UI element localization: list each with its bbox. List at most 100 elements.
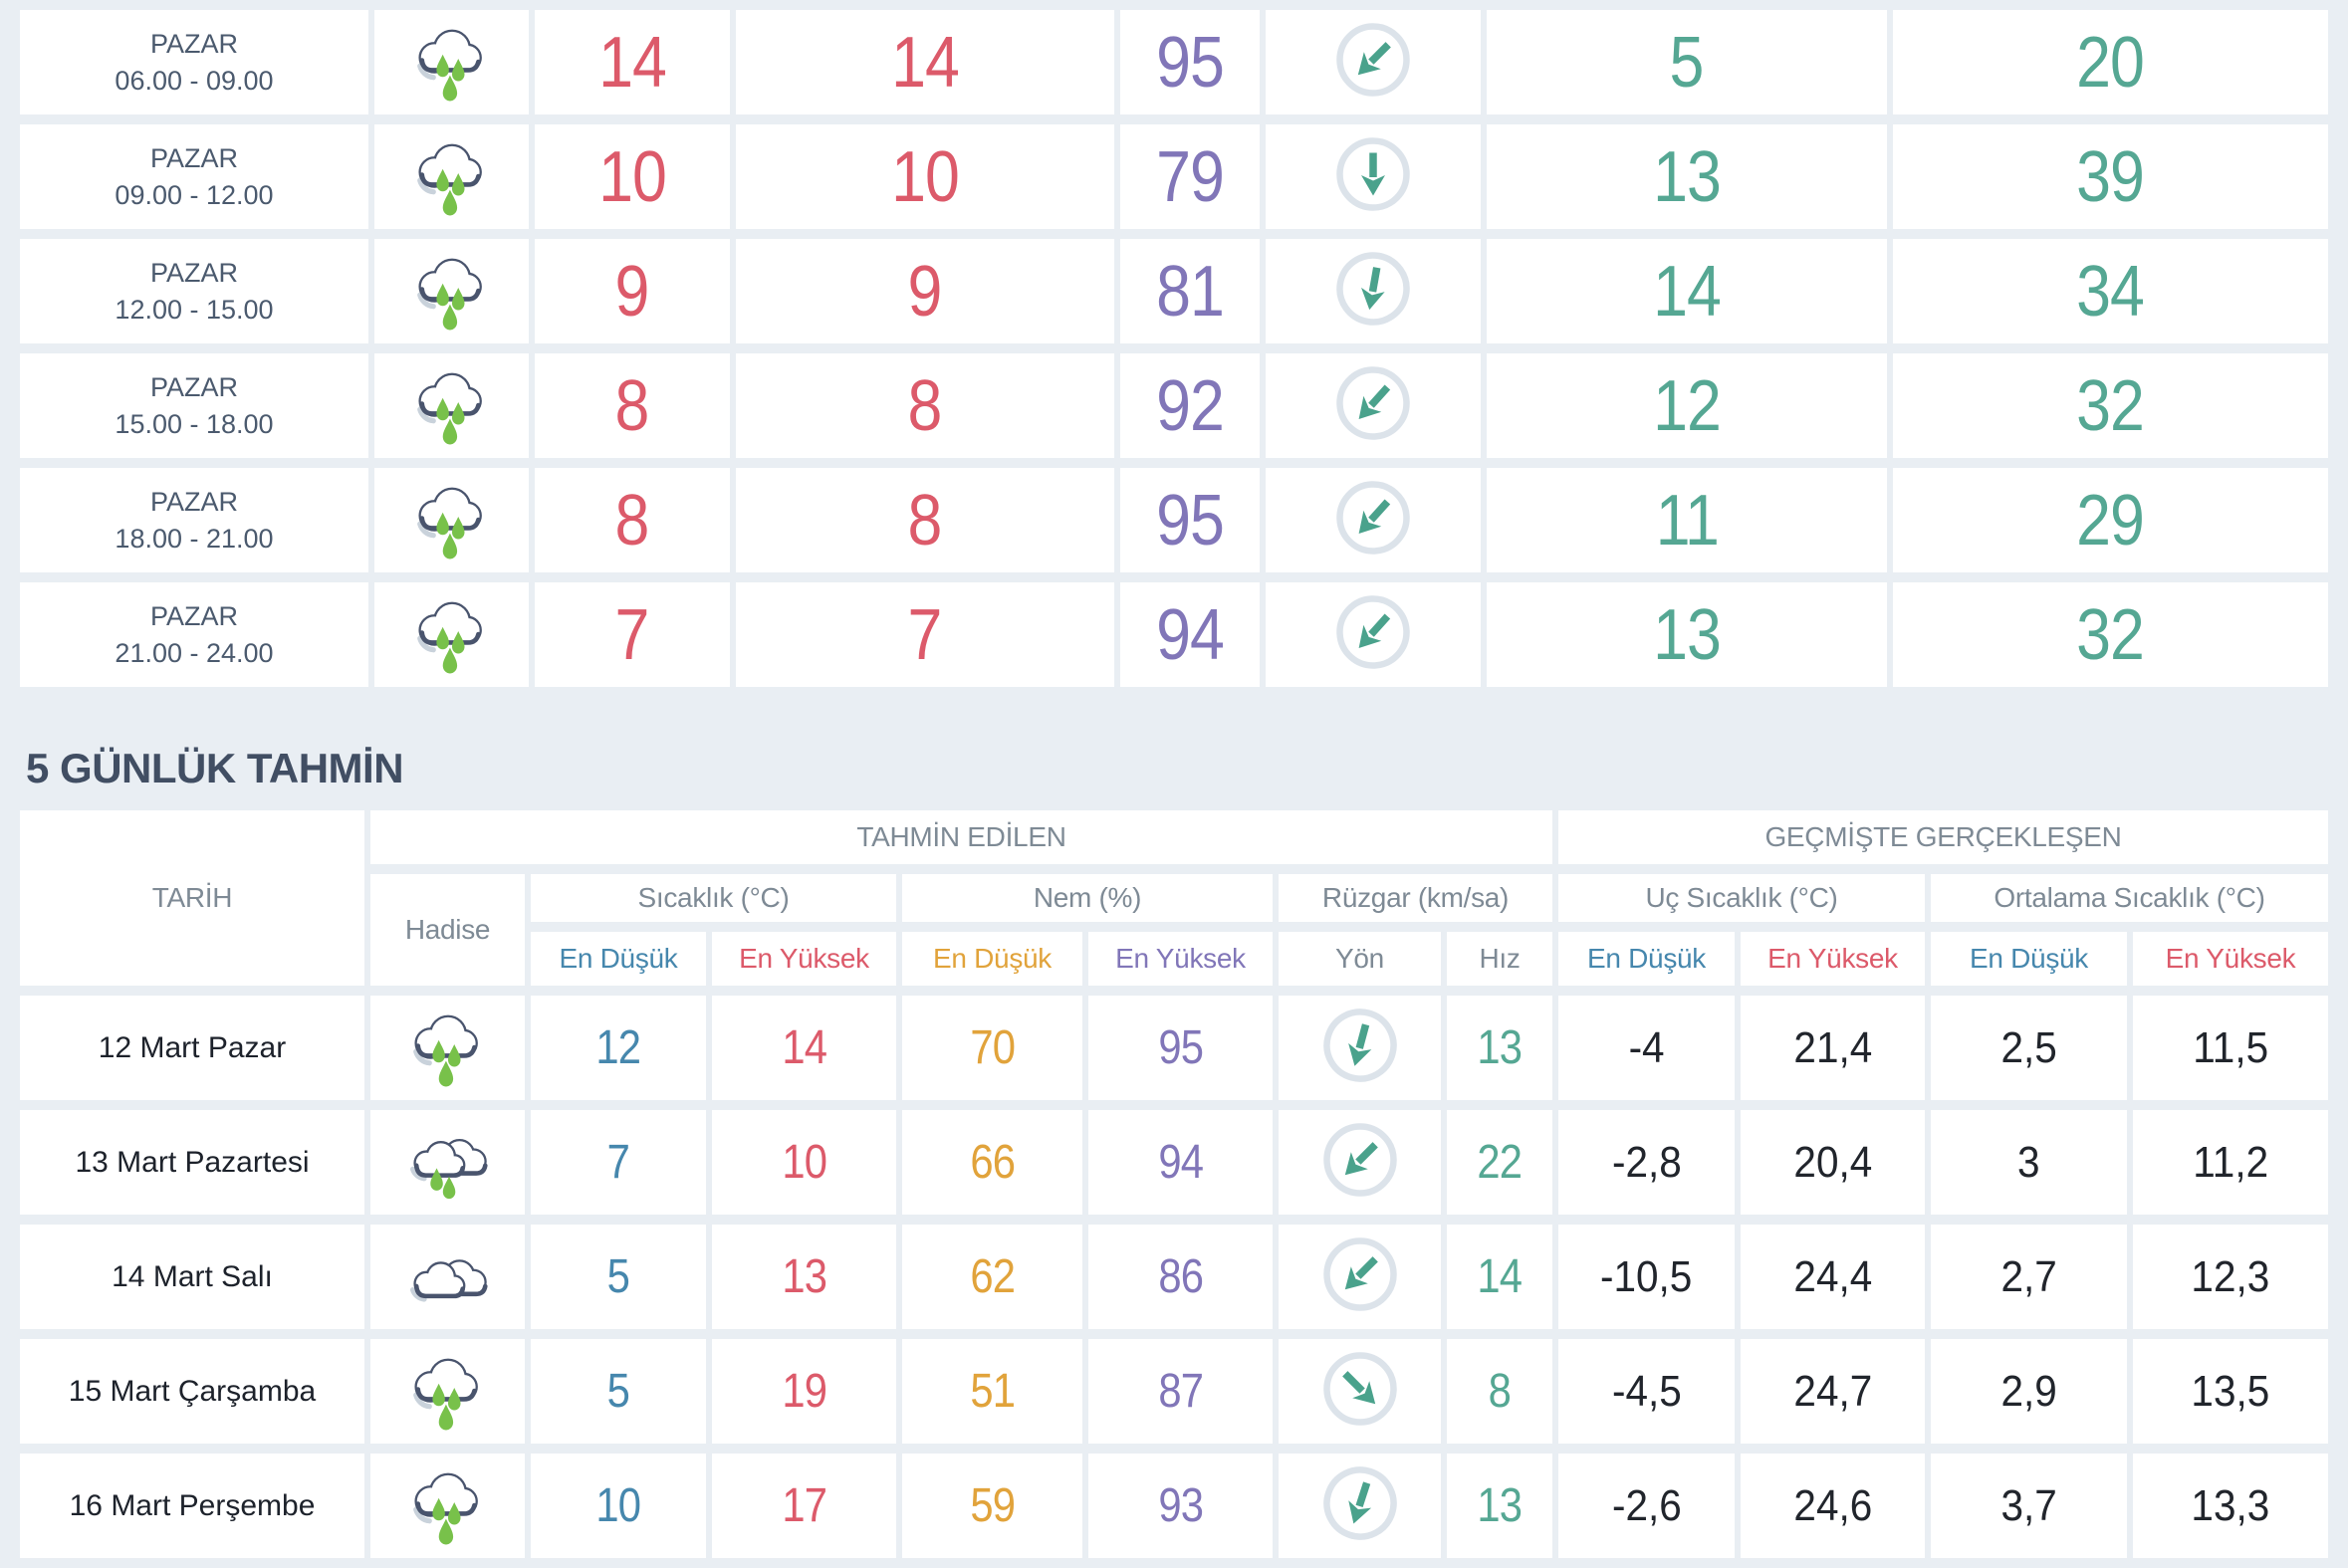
temperature-cell: 10 xyxy=(535,124,730,229)
wind-speed-cell: 13 xyxy=(1487,124,1887,229)
hourly-row: PAZAR 18.00 - 21.00 8 8 95 11 29 xyxy=(20,468,2328,572)
temp-min-value: 10 xyxy=(595,1479,642,1532)
day-label: PAZAR xyxy=(149,600,238,631)
wind-speed-cell: 5 xyxy=(1487,10,1887,114)
extreme-max-cell: 20,4 xyxy=(1741,1110,1925,1215)
temp-min-value: 5 xyxy=(606,1365,630,1418)
wind-gust-cell: 34 xyxy=(1893,239,2328,343)
weather-cell xyxy=(370,996,525,1100)
average-max-value: 13,5 xyxy=(2191,1366,2270,1416)
subheader-hiz: Hız xyxy=(1447,932,1552,986)
humidity-max-cell: 86 xyxy=(1088,1225,1273,1329)
temperature-value: 8 xyxy=(615,480,650,560)
wind-speed-value: 5 xyxy=(1670,22,1705,103)
extreme-max-cell: 24,7 xyxy=(1741,1339,1925,1444)
extreme-min-cell: -2,8 xyxy=(1558,1110,1735,1215)
wind-speed-value: 22 xyxy=(1477,1136,1524,1189)
temperature-value: 10 xyxy=(598,136,667,217)
day-label: PAZAR xyxy=(149,486,238,517)
wind-direction-icon xyxy=(1303,1225,1416,1329)
rainy-icon xyxy=(402,10,502,110)
wind-direction-icon xyxy=(1303,1110,1416,1215)
humidity-max-cell: 95 xyxy=(1088,996,1273,1100)
humidity-value: 95 xyxy=(1156,480,1225,560)
temp-max-value: 14 xyxy=(782,1021,827,1074)
subheader-nem-en-dusuk: En Düşük xyxy=(902,932,1082,986)
average-min-value: 2,7 xyxy=(2000,1251,2057,1301)
wind-gust-value: 34 xyxy=(2076,251,2146,332)
wind-speed-cell: 13 xyxy=(1487,582,1887,687)
extreme-max-cell: 24,4 xyxy=(1741,1225,1925,1329)
humidity-cell: 79 xyxy=(1120,124,1260,229)
temp-max-value: 10 xyxy=(782,1136,827,1189)
wind-gust-cell: 32 xyxy=(1893,582,2328,687)
column-header-tarih: TARİH xyxy=(20,810,364,986)
column-header-gecmiste-gerceklesen: GEÇMİŞTE GERÇEKLEŞEN xyxy=(1558,810,2328,864)
wind-speed-cell: 22 xyxy=(1447,1110,1552,1215)
humidity-min-cell: 59 xyxy=(902,1454,1082,1558)
wind-direction-icon xyxy=(1316,10,1429,114)
column-header-ruzgar: Rüzgar (km/sa) xyxy=(1279,874,1552,922)
feels-like-cell: 7 xyxy=(736,582,1114,687)
wind-speed-value: 12 xyxy=(1653,365,1722,446)
day-time-cell: PAZAR 18.00 - 21.00 xyxy=(20,468,368,572)
average-min-cell: 3,7 xyxy=(1931,1454,2127,1558)
extreme-min-value: -2,6 xyxy=(1611,1480,1682,1530)
extreme-min-value: -10,5 xyxy=(1600,1251,1693,1301)
subheader-nem-en-yuksek: En Yüksek xyxy=(1088,932,1273,986)
temp-min-cell: 7 xyxy=(531,1110,706,1215)
day-label: PAZAR xyxy=(149,28,238,59)
day-label: PAZAR xyxy=(149,142,238,173)
column-header-sicaklik: Sıcaklık (°C) xyxy=(531,874,896,922)
average-max-cell: 11,2 xyxy=(2133,1110,2328,1215)
average-min-cell: 2,7 xyxy=(1931,1225,2127,1329)
feels-like-cell: 14 xyxy=(736,10,1114,114)
temp-min-value: 5 xyxy=(606,1250,630,1303)
wind-direction-icon xyxy=(1311,997,1409,1094)
temperature-cell: 9 xyxy=(535,239,730,343)
wind-direction-cell xyxy=(1279,1225,1441,1329)
date-label: 16 Mart Perşembe xyxy=(20,1454,364,1558)
extreme-max-value: 24,7 xyxy=(1793,1366,1872,1416)
wind-speed-cell: 8 xyxy=(1447,1339,1552,1444)
wind-direction-icon xyxy=(1333,134,1413,214)
subheader-uc-en-dusuk: En Düşük xyxy=(1558,932,1735,986)
extreme-min-value: -2,8 xyxy=(1611,1137,1682,1187)
humidity-min-value: 70 xyxy=(970,1021,1016,1074)
weather-cell xyxy=(374,10,529,114)
humidity-cell: 92 xyxy=(1120,353,1260,458)
humidity-max-value: 87 xyxy=(1158,1365,1204,1418)
weather-cell xyxy=(370,1110,525,1215)
header-row-groups: TARİH TAHMİN EDİLEN GEÇMİŞTE GERÇEKLEŞEN xyxy=(20,810,2328,986)
humidity-max-value: 93 xyxy=(1158,1479,1204,1532)
rainy-icon xyxy=(398,996,498,1095)
wind-speed-value: 13 xyxy=(1477,1479,1524,1532)
weather-cell xyxy=(374,582,529,687)
temperature-cell: 14 xyxy=(535,10,730,114)
temp-max-cell: 14 xyxy=(712,996,896,1100)
wind-direction-cell xyxy=(1266,10,1481,114)
time-range-label: 12.00 - 15.00 xyxy=(115,294,274,325)
daily-row: 15 Mart Çarşamba 5 19 51 87 8 -4,5 24,7 … xyxy=(20,1339,2328,1444)
header-row-subcolumns: En Düşük En Yüksek En Düşük En Yüksek Yö… xyxy=(20,932,2328,986)
humidity-cell: 94 xyxy=(1120,582,1260,687)
wind-direction-cell xyxy=(1266,353,1481,458)
extreme-min-cell: -4 xyxy=(1558,996,1735,1100)
extreme-min-value: -4 xyxy=(1628,1022,1665,1072)
wind-direction-cell xyxy=(1279,1339,1441,1444)
rainy-double-icon xyxy=(398,1110,498,1210)
date-label: 12 Mart Pazar xyxy=(20,996,364,1100)
date-label: 14 Mart Salı xyxy=(20,1225,364,1329)
daily-row: 14 Mart Salı 5 13 62 86 14 -10,5 24,4 2,… xyxy=(20,1225,2328,1329)
hourly-row: PAZAR 06.00 - 09.00 14 14 95 5 20 xyxy=(20,10,2328,114)
humidity-min-cell: 51 xyxy=(902,1339,1082,1444)
average-max-value: 12,3 xyxy=(2191,1251,2270,1301)
day-label: PAZAR xyxy=(149,371,238,402)
humidity-value: 94 xyxy=(1156,594,1225,675)
average-max-value: 11,5 xyxy=(2193,1022,2268,1072)
section-title: 5 GÜNLÜK TAHMİN xyxy=(26,745,404,791)
temp-min-cell: 5 xyxy=(531,1225,706,1329)
wind-speed-cell: 13 xyxy=(1447,1454,1552,1558)
subheader-yon: Yön xyxy=(1279,932,1441,986)
wind-gust-cell: 29 xyxy=(1893,468,2328,572)
